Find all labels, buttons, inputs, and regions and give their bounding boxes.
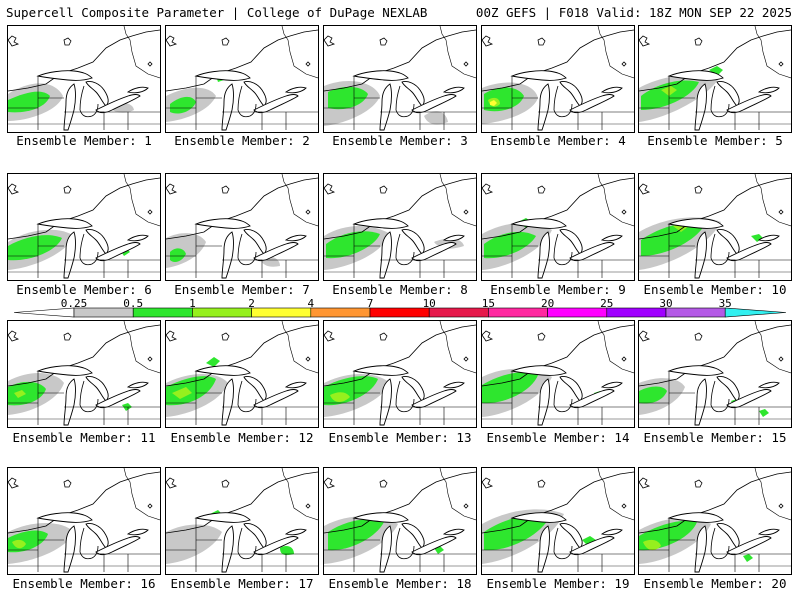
ensemble-member-map-13 (323, 320, 477, 428)
ensemble-member-caption: Ensemble Member: 9 (490, 282, 626, 297)
colorbar-tick-label: 2 (248, 297, 255, 310)
colorbar-segment (369, 307, 430, 318)
colorbar-tick-label: 4 (307, 297, 315, 310)
colorbar-overflow (724, 307, 787, 318)
ensemble-member-caption: Ensemble Member: 20 (643, 576, 787, 591)
ensemble-member-caption: Ensemble Member: 1 (16, 133, 152, 148)
ensemble-member-caption: Ensemble Member: 2 (174, 133, 310, 148)
ensemble-member-map-14 (481, 320, 635, 428)
ensemble-member-map-15 (638, 320, 792, 428)
ensemble-member-map-11 (7, 320, 161, 428)
map-panel-svg (639, 468, 791, 573)
ensemble-member-map-17 (165, 467, 319, 575)
map-panel-svg (482, 174, 634, 279)
ensemble-member-map-18 (323, 467, 477, 575)
ensemble-member-caption: Ensemble Member: 13 (328, 430, 472, 445)
map-panel-svg (8, 26, 160, 131)
ensemble-member-caption: Ensemble Member: 8 (332, 282, 468, 297)
ensemble-member-map-5 (638, 25, 792, 133)
ensemble-member-map-12 (165, 320, 319, 428)
ensemble-member-caption: Ensemble Member: 19 (486, 576, 630, 591)
map-panel-svg (324, 174, 476, 279)
colorbar-tick-label: 20 (540, 297, 555, 310)
ensemble-member-map-19 (481, 467, 635, 575)
map-panel-svg (324, 468, 476, 573)
valid-time: 00Z GEFS | F018 Valid: 18Z MON SEP 22 20… (475, 5, 792, 20)
map-panel-svg (482, 321, 634, 426)
colorbar-tick-label: 30 (659, 297, 673, 310)
colorbar-tick-label: 1 (189, 297, 196, 310)
map-panel-svg (482, 468, 634, 573)
ensemble-member-map-6 (7, 173, 161, 281)
ensemble-member-caption: Ensemble Member: 4 (490, 133, 626, 148)
ensemble-member-map-8 (323, 173, 477, 281)
ensemble-member-caption: Ensemble Member: 18 (328, 576, 472, 591)
colorbar-tick-label: 15 (481, 297, 496, 310)
map-title: Supercell Composite Parameter | College … (6, 5, 428, 20)
map-panel-svg (639, 174, 791, 279)
ensemble-member-map-2 (165, 25, 319, 133)
colorbar-tick-label: 25 (600, 297, 614, 310)
ensemble-member-map-7 (165, 173, 319, 281)
map-panel-svg (8, 321, 160, 426)
map-panel-svg (166, 468, 318, 573)
ensemble-member-map-10 (638, 173, 792, 281)
map-panel-svg (166, 321, 318, 426)
ensemble-member-caption: Ensemble Member: 7 (174, 282, 310, 297)
map-panel-svg (8, 174, 160, 279)
colorbar-tick-label: 10 (422, 297, 436, 310)
ensemble-member-caption: Ensemble Member: 5 (647, 133, 783, 148)
ensemble-member-map-16 (7, 467, 161, 575)
colorbar-segment (192, 307, 252, 318)
ensemble-member-caption: Ensemble Member: 6 (16, 282, 152, 297)
map-panel-svg (8, 468, 160, 573)
ensemble-member-caption: Ensemble Member: 3 (332, 133, 468, 148)
ensemble-member-caption: Ensemble Member: 17 (170, 576, 314, 591)
colorbar-segment (606, 307, 667, 318)
ensemble-member-caption: Ensemble Member: 12 (170, 430, 314, 445)
colorbar-segment (251, 307, 312, 318)
map-panel-svg (166, 26, 318, 131)
map-panel-svg (639, 26, 791, 131)
colorbar-tick-label: 0.25 (60, 297, 88, 310)
map-panel-svg (482, 26, 634, 131)
colorbar-segment (310, 307, 371, 318)
colorbar-segment (547, 307, 608, 318)
ensemble-member-caption: Ensemble Member: 14 (486, 430, 630, 445)
ensemble-member-caption: Ensemble Member: 15 (643, 430, 787, 445)
colorbar-segment (428, 307, 489, 318)
colorbar-segment (488, 307, 548, 318)
ensemble-member-map-4 (481, 25, 635, 133)
ensemble-member-map-20 (638, 467, 792, 575)
ensemble-member-map-1 (7, 25, 161, 133)
colorbar-tick-label: 0.5 (123, 297, 144, 310)
colorbar-tick-label: 35 (718, 297, 732, 310)
colorbar-tick-label: 7 (366, 297, 374, 310)
colorbar-segment (665, 307, 726, 318)
map-panel-svg (166, 174, 318, 279)
map-panel-svg (639, 321, 791, 426)
map-panel-svg (324, 26, 476, 131)
ensemble-member-map-9 (481, 173, 635, 281)
map-panel-svg (324, 321, 476, 426)
ensemble-member-map-3 (323, 25, 477, 133)
ensemble-member-caption: Ensemble Member: 16 (12, 576, 156, 591)
ensemble-member-caption: Ensemble Member: 10 (643, 282, 787, 297)
ensemble-member-caption: Ensemble Member: 11 (12, 430, 156, 445)
